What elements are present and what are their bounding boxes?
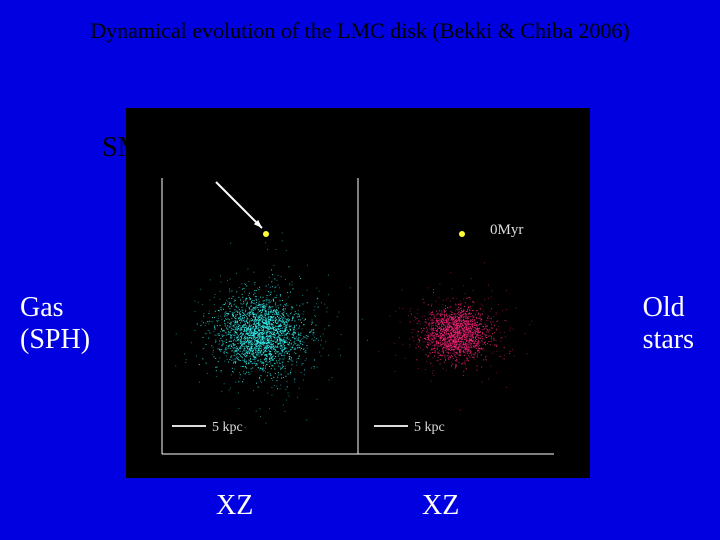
xz-label-right: XZ: [422, 490, 459, 522]
old-label-line2: stars: [643, 324, 694, 355]
xz-label-left: XZ: [216, 490, 253, 522]
old-stars-label: Old stars: [643, 292, 694, 356]
simulation-svg: 5 kpc 5 kpc 0Myr: [126, 108, 590, 478]
gas-label-line2: (SPH): [20, 324, 90, 355]
slide-root: Dynamical evolution of the LMC disk (Bek…: [0, 0, 720, 540]
svg-text:5 kpc: 5 kpc: [414, 420, 445, 435]
svg-text:0Myr: 0Myr: [490, 222, 523, 238]
old-label-line1: Old: [643, 292, 685, 323]
simulation-frame: 5 kpc 5 kpc 0Myr: [126, 108, 590, 478]
slide-title: Dynamical evolution of the LMC disk (Bek…: [0, 18, 720, 44]
svg-text:5 kpc: 5 kpc: [212, 420, 243, 435]
gas-sph-label: Gas (SPH): [20, 292, 90, 356]
gas-label-line1: Gas: [20, 292, 64, 323]
